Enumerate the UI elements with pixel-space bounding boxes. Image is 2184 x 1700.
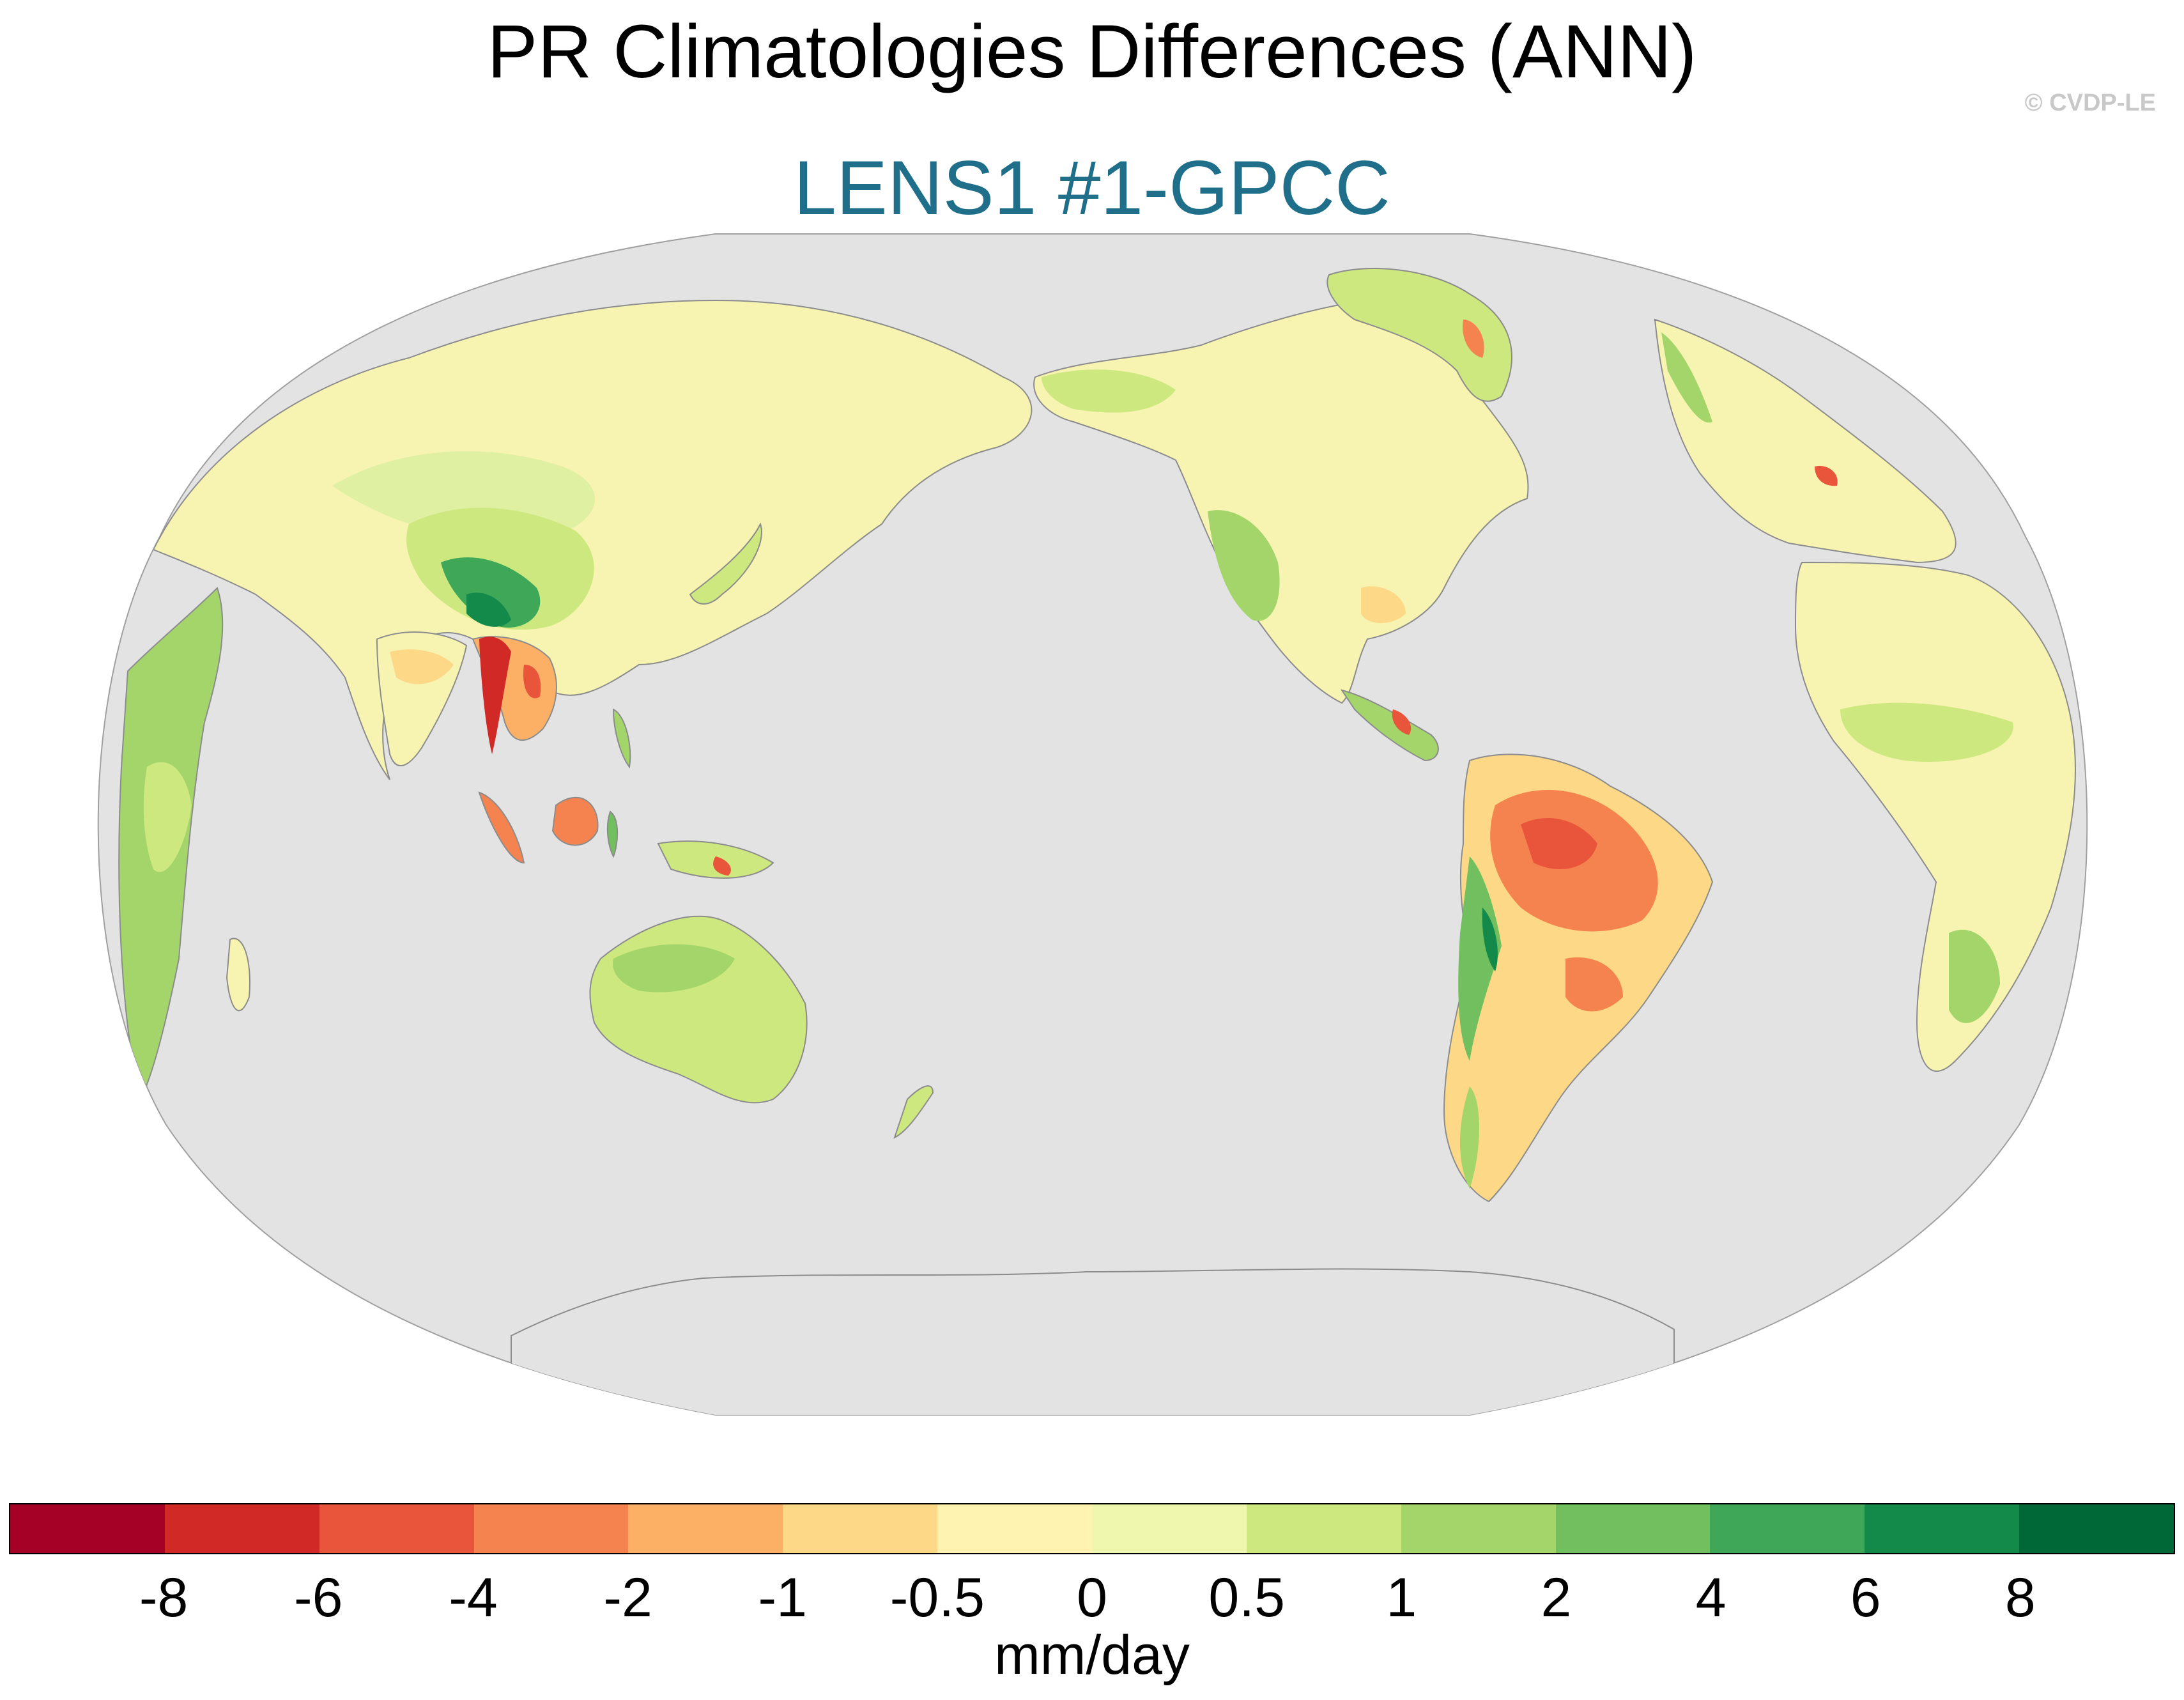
colorbar-swatch	[937, 1504, 1093, 1553]
colorbar-swatch	[1710, 1504, 1865, 1553]
colorbar-tick-label: -2	[603, 1567, 652, 1628]
colorbar-swatch	[1092, 1504, 1247, 1553]
copyright-watermark: © CVDP-LE	[2024, 89, 2156, 116]
colorbar-tick-label: 8	[2004, 1567, 2036, 1628]
landmass-japan	[689, 522, 762, 605]
landmass-philippines	[612, 708, 631, 769]
panel-subtitle: LENS1 #1-GPCC	[794, 145, 1390, 231]
landmass-borneo	[551, 796, 599, 846]
colorbar-swatch	[1865, 1504, 2020, 1553]
colorbar-swatch	[319, 1504, 474, 1553]
colorbar-tick-label: -8	[139, 1567, 188, 1628]
colorbar-swatch	[2019, 1504, 2174, 1553]
landmass-greenland	[1327, 268, 1512, 402]
colorbar-tick-label: 4	[1695, 1567, 1726, 1628]
colorbar-swatch	[1246, 1504, 1401, 1553]
landmass-sumatra	[478, 791, 525, 864]
colorbar-tick-label: -1	[758, 1567, 807, 1628]
figure-title: PR Climatologies Differences (ANN)	[487, 10, 1697, 94]
landmass-new-zealand	[893, 1085, 934, 1139]
world-map	[97, 233, 2088, 1416]
colorbar-tick-label: 1	[1386, 1567, 1417, 1628]
colorbar-swatch	[628, 1504, 783, 1553]
landmass-central-america	[1340, 689, 1439, 762]
colorbar-swatch	[1401, 1504, 1556, 1553]
landmass-europe	[1654, 318, 1957, 564]
colorbar-units-label: mm/day	[994, 1625, 1190, 1686]
landmass-sulawesi	[606, 810, 619, 858]
colorbar	[9, 1503, 2175, 1554]
landmass-eurasia	[152, 299, 1033, 780]
landmass-madagascar	[226, 938, 250, 1012]
colorbar-tick-label: 6	[1850, 1567, 1881, 1628]
colorbar-tick-label: -6	[294, 1567, 343, 1628]
colorbar-swatch	[1555, 1504, 1711, 1553]
colorbar-tick-label: 2	[1541, 1567, 1572, 1628]
landmass-antarctica	[511, 1268, 1675, 1415]
colorbar-tick-label: 0	[1077, 1567, 1107, 1628]
colorbar-tick-label: -4	[449, 1567, 498, 1628]
colorbar-swatch	[10, 1504, 165, 1553]
colorbar-swatch	[473, 1504, 629, 1553]
colorbar-tick-label: -0.5	[889, 1567, 985, 1628]
landmass-africa-west	[1794, 561, 2077, 1072]
colorbar-swatch	[164, 1504, 319, 1553]
colorbar-tick-label: 0.5	[1208, 1567, 1285, 1628]
colorbar-swatch	[783, 1504, 938, 1553]
